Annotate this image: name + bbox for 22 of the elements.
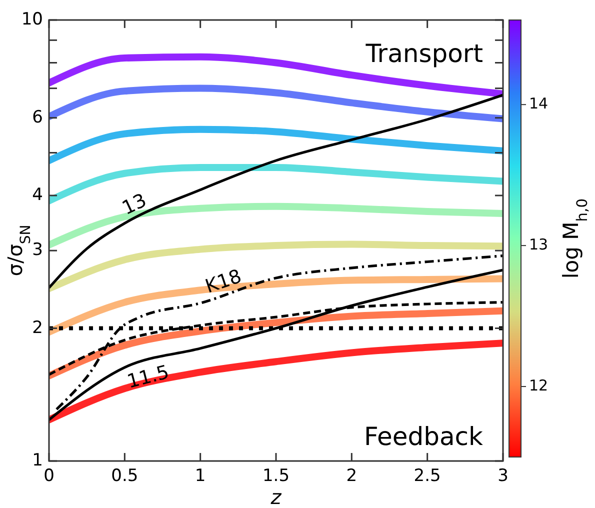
x-tick-label: 2.5: [414, 466, 441, 486]
color-bar-label: 13: [529, 236, 548, 254]
color-bar-label: 12: [529, 376, 548, 395]
x-tick-label: 0.5: [111, 466, 138, 486]
x-tick-label: 2: [346, 466, 358, 486]
x-axis-title: z: [270, 485, 282, 508]
x-tick-label: 3: [498, 466, 508, 486]
text: K18: [202, 265, 244, 298]
y-tick-label: 4: [32, 185, 43, 206]
y-tick-label: 1: [32, 450, 43, 471]
x-tick-label: 1: [194, 466, 206, 486]
x-tick-label: 0: [44, 466, 54, 486]
x-tick-label: 1.5: [262, 466, 290, 486]
annotation: Feedback: [364, 422, 484, 451]
annotation: Transport: [364, 39, 484, 68]
y-tick-label: 10: [21, 10, 43, 30]
y-tick-label: 6: [32, 107, 43, 128]
text: 13: [118, 189, 150, 220]
y-tick-label: 3: [32, 240, 43, 260]
color-bar-label: 14: [529, 94, 548, 113]
text: 11.5: [124, 361, 172, 393]
y-tick-label: 2: [32, 318, 43, 338]
